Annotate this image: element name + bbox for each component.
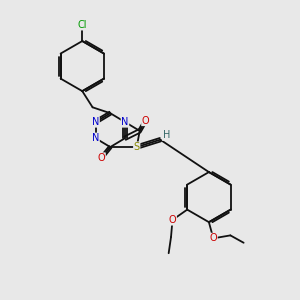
Text: O: O: [169, 215, 176, 225]
Text: S: S: [134, 142, 140, 152]
Text: N: N: [121, 117, 129, 127]
Text: O: O: [142, 116, 149, 126]
Text: N: N: [92, 133, 99, 143]
Text: O: O: [98, 153, 105, 163]
Text: Cl: Cl: [77, 20, 87, 30]
Text: N: N: [92, 117, 99, 127]
Text: O: O: [209, 233, 217, 243]
Text: H: H: [163, 130, 170, 140]
